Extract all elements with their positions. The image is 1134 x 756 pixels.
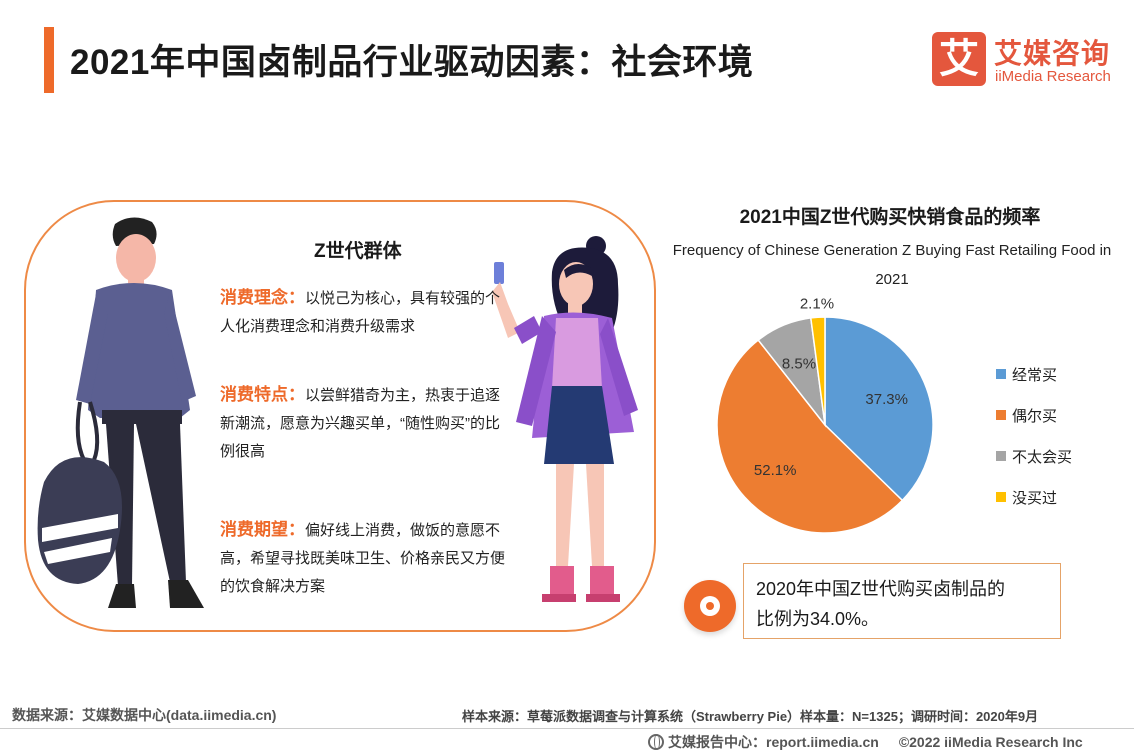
legend-swatch xyxy=(996,492,1006,502)
pie-slice-2 xyxy=(716,339,904,534)
pie-label-3: 8.5% xyxy=(782,355,816,372)
trait-text: 以悦己为核心，具有较强的个人化消费理念和消费升级需求 xyxy=(220,290,501,335)
legend-swatch xyxy=(996,369,1006,379)
trait-text: 以尝鲜猎奇为主，热衷于追逐新潮流，愿意为兴趣买单，“随性购买”的比例很高 xyxy=(220,387,501,460)
group-title: Z世代群体 xyxy=(314,241,402,262)
trait-consumption-concept: 消费理念：以悦己为核心，具有较强的个人化消费理念和消费升级需求 xyxy=(220,284,510,341)
globe-icon xyxy=(648,734,664,750)
report-center-link[interactable]: 艾媒报告中心：report.iimedia.cn xyxy=(668,734,879,750)
brand-logo: 艾 艾媒咨询 iiMedia Research xyxy=(932,32,1122,88)
trait-label: 消费特点： xyxy=(220,385,305,404)
logo-text-cn: 艾媒咨询 xyxy=(994,38,1111,69)
legend-item-1: 经常买 xyxy=(996,364,1072,405)
data-source: 数据来源：艾媒数据中心(data.iimedia.cn) xyxy=(12,707,277,723)
legend-label: 没买过 xyxy=(1012,490,1058,507)
legend-swatch xyxy=(996,451,1006,461)
man-with-bag-illustration xyxy=(37,217,204,608)
title-accent-bar xyxy=(44,27,54,93)
legend-label: 不太会买 xyxy=(1012,449,1073,466)
legend-item-4: 没买过 xyxy=(996,487,1072,528)
note-line-1: 2020年中国Z世代购买卤制品的 xyxy=(756,579,1006,599)
trait-consumption-features: 消费特点：以尝鲜猎奇为主，热衷于追逐新潮流，愿意为兴趣买单，“随性购买”的比例很… xyxy=(220,381,510,466)
trait-label: 消费理念： xyxy=(220,288,305,307)
footer-divider xyxy=(0,728,1134,729)
pie-slice-1 xyxy=(824,316,934,502)
trait-consumption-expectation: 消费期望：偏好线上消费，做饭的意愿不高，希望寻找既美味卫生、价格亲民又方便的饮食… xyxy=(220,516,510,601)
legend-item-3: 不太会买 xyxy=(996,446,1072,487)
note-box: 2020年中国Z世代购买卤制品的 比例为34.0%。 xyxy=(743,563,1061,639)
pie-chart: 37.3% 52.1% 8.5% 2.1% xyxy=(716,295,934,534)
copyright: ©2022 iiMedia Research Inc xyxy=(898,734,1083,750)
chart-title: 2021中国Z世代购买快销食品的频率 xyxy=(739,207,1041,228)
note-line-2: 比例为34.0%。 xyxy=(756,609,880,629)
trait-label: 消费期望： xyxy=(220,520,305,539)
generation-z-card xyxy=(24,200,656,632)
footer-bottom: 艾媒报告中心：report.iimedia.cn ©2022 iiMedia R… xyxy=(648,732,1083,752)
legend-swatch xyxy=(996,410,1006,420)
pie-label-1: 37.3% xyxy=(865,391,908,408)
logo-text-en: iiMedia Research xyxy=(995,68,1111,85)
chart-legend: 经常买偶尔买不太会买没买过 xyxy=(996,364,1072,528)
page-title: 2021年中国卤制品行业驱动因素：社会环境 xyxy=(70,43,754,82)
logo-mark: 艾 xyxy=(932,32,986,86)
trait-text: 偏好线上消费，做饭的意愿不高，希望寻找既美味卫生、价格亲民又方便的饮食解决方案 xyxy=(220,522,506,595)
pie-label-2: 52.1% xyxy=(754,462,797,479)
target-icon xyxy=(684,580,736,632)
legend-item-2: 偶尔买 xyxy=(996,405,1072,446)
legend-label: 经常买 xyxy=(1012,367,1058,384)
chart-subtitle: Frequency of Chinese Generation Z Buying… xyxy=(672,242,1112,288)
woman-with-phone-illustration xyxy=(492,236,638,602)
pie-label-4: 2.1% xyxy=(800,295,834,312)
pie-slice-4 xyxy=(809,316,826,426)
legend-label: 偶尔买 xyxy=(1012,408,1058,425)
sample-source: 样本来源：草莓派数据调查与计算系统（Strawberry Pie）样本量：N=1… xyxy=(462,709,1039,724)
